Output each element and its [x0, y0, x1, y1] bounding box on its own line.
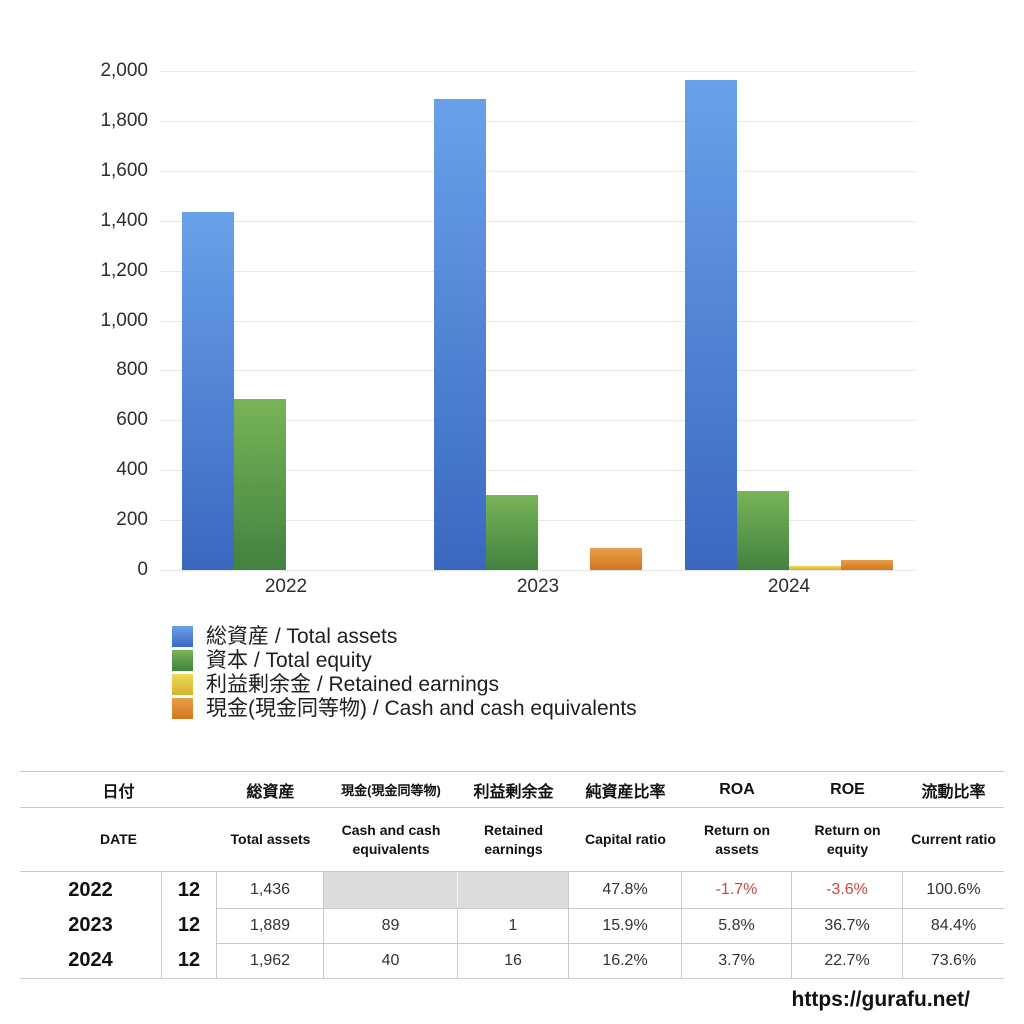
cell-year: 2022 [20, 872, 162, 908]
cell-month: 12 [162, 943, 217, 978]
gridline [160, 171, 915, 172]
bar-series1-2023 [434, 99, 486, 570]
legend-swatch-icon [172, 698, 193, 719]
table-row-2023: 2023 12 1,889 89 1 15.9% 5.8% 36.7% 84.4… [20, 908, 1004, 943]
bar-series4-2024 [841, 560, 893, 570]
y-tick-label: 1,200 [100, 260, 148, 281]
header-jp-retained: 利益剰余金 [473, 783, 554, 801]
y-tick-label: 800 [116, 359, 148, 380]
header-en-date: DATE [99, 831, 138, 848]
header-en-total-assets: Total assets [230, 831, 311, 848]
header-en-roa: Return on assets [703, 821, 771, 857]
gridline [160, 470, 915, 471]
header-en-current-ratio: Current ratio [911, 831, 996, 848]
header-jp-cash: 現金(現金同等物) [341, 783, 441, 798]
legend-item-4: 現金(現金同等物) / Cash and cash equivalents [172, 698, 637, 719]
cell-cash: 40 [324, 943, 458, 978]
bar-series2-2023 [486, 495, 538, 570]
gridline [160, 221, 915, 222]
gridline [160, 370, 915, 371]
cell-year: 2023 [20, 908, 162, 943]
cell-total-assets: 1,436 [217, 872, 324, 908]
legend-label: 現金(現金同等物) / Cash and cash equivalents [206, 697, 637, 720]
table-header-row-jp: 日付 総資産 現金(現金同等物) 利益剰余金 純資産比率 ROA ROE 流動比… [20, 772, 1004, 808]
plot-area [160, 71, 915, 571]
gridline [160, 321, 915, 322]
cell-current-ratio: 84.4% [930, 916, 977, 934]
cell-month: 12 [162, 872, 217, 908]
site-url: https://gurafu.net/ [791, 988, 970, 1011]
header-jp-roe: ROE [830, 780, 865, 798]
cell-retained: 16 [458, 943, 569, 978]
y-tick-label: 200 [116, 509, 148, 530]
gridline [160, 71, 915, 72]
y-tick-label: 1,600 [100, 160, 148, 181]
table-row-2022: 2022 12 1,436 47.8% -1.7% -3.6% 100.6% [20, 872, 1004, 908]
y-tick-label: 1,000 [100, 310, 148, 331]
table-row-2024: 2024 12 1,962 40 16 16.2% 3.7% 22.7% 73.… [20, 943, 1004, 978]
bar-series3-2024 [789, 566, 841, 570]
y-tick-label: 2,000 [100, 60, 148, 81]
table-header-row-en: DATE Total assets Cash and cash equivale… [20, 808, 1004, 872]
legend-label: 利益剰余金 / Retained earnings [206, 673, 499, 696]
cell-capital-ratio: 47.8% [569, 872, 682, 908]
gridline [160, 271, 915, 272]
chart-legend: 総資産 / Total assets 資本 / Total equity 利益剰余金… [172, 626, 637, 722]
gridline [160, 121, 915, 122]
header-en-capital-ratio: Capital ratio [585, 831, 666, 848]
y-tick-label: 400 [116, 459, 148, 480]
cell-capital-ratio: 16.2% [569, 943, 682, 978]
cell-cash-empty [324, 872, 458, 908]
cell-year: 2024 [20, 943, 162, 978]
y-tick-label: 0 [137, 559, 148, 580]
cell-roa: 3.7% [682, 943, 792, 978]
x-tick-label: 2024 [767, 576, 811, 597]
cell-roe: 36.7% [792, 908, 903, 943]
legend-swatch-icon [172, 626, 193, 647]
bar-series2-2022 [234, 399, 286, 570]
x-tick-label: 2023 [516, 576, 560, 597]
header-jp-total-assets: 総資産 [246, 783, 295, 801]
legend-item-1: 総資産 / Total assets [172, 626, 637, 647]
legend-swatch-icon [172, 674, 193, 695]
y-tick-label: 1,800 [100, 110, 148, 131]
cell-retained: 1 [458, 908, 569, 943]
bar-series2-2024 [737, 491, 789, 570]
bar-series4-2023 [590, 548, 642, 570]
header-en-retained: Retained earnings [483, 821, 544, 857]
legend-label: 総資産 / Total assets [206, 625, 398, 648]
y-tick-label: 600 [116, 409, 148, 430]
cell-capital-ratio: 15.9% [569, 908, 682, 943]
cell-roa: 5.8% [682, 908, 792, 943]
cell-total-assets: 1,962 [217, 943, 324, 978]
cell-roe: -3.6% [792, 872, 903, 908]
header-jp-capital-ratio: 純資産比率 [585, 783, 666, 801]
gridline [160, 570, 915, 571]
y-tick-label: 1,400 [100, 210, 148, 231]
legend-item-2: 資本 / Total equity [172, 650, 637, 671]
financial-table: 日付 総資産 現金(現金同等物) 利益剰余金 純資産比率 ROA ROE 流動比… [20, 771, 1004, 979]
header-jp-current-ratio: 流動比率 [921, 783, 986, 801]
cell-total-assets: 1,889 [217, 908, 324, 943]
header-en-roe: Return on equity [814, 821, 881, 857]
cell-retained-empty [458, 872, 569, 908]
bar-chart: 2,000 1,800 1,600 1,400 1,200 1,000 800 600 400 2… [100, 60, 915, 722]
legend-swatch-icon [172, 650, 193, 671]
bar-series1-2024 [685, 80, 737, 570]
legend-label: 資本 / Total equity [206, 649, 372, 672]
cell-roa: -1.7% [682, 872, 792, 908]
cell-current-ratio: 73.6% [930, 951, 977, 969]
header-en-cash: Cash and cash equivalents [341, 821, 441, 857]
cell-roe: 22.7% [792, 943, 903, 978]
cell-cash: 89 [324, 908, 458, 943]
x-tick-label: 2022 [264, 576, 308, 597]
header-jp-roa: ROA [719, 780, 755, 798]
gridline [160, 420, 915, 421]
header-jp-date: 日付 [102, 783, 135, 801]
cell-current-ratio: 100.6% [926, 881, 981, 898]
cell-month: 12 [162, 908, 217, 943]
bar-series1-2022 [182, 212, 234, 570]
legend-item-3: 利益剰余金 / Retained earnings [172, 674, 637, 695]
